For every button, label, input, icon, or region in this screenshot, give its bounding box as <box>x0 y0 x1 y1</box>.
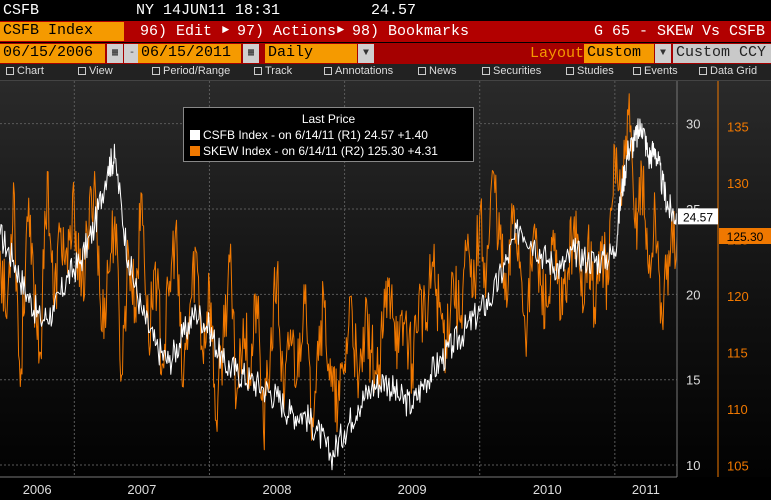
tool-news[interactable]: News <box>418 65 457 77</box>
legend-text-csfb: CSFB Index - on 6/14/11 (R1) 24.57 +1.40 <box>203 128 428 142</box>
tool-period-range[interactable]: Period/Range <box>152 65 230 77</box>
legend-text-skew: SKEW Index - on 6/14/11 (R2) 125.30 +4.3… <box>203 144 438 158</box>
layout-select[interactable]: Custom <box>584 44 654 63</box>
tool-view[interactable]: View <box>78 65 113 77</box>
tool-events[interactable]: Events <box>633 65 678 77</box>
last-price-marker-csfb <box>678 208 718 225</box>
r1-tick-label: 10 <box>686 458 700 473</box>
edit-menu[interactable]: 96) Edit <box>140 23 213 40</box>
r2-tick-label: 105 <box>727 459 749 474</box>
last-price-label-csfb: 24.57 <box>683 210 713 224</box>
view-icon <box>78 67 86 75</box>
legend-row-skew: SKEW Index - on 6/14/11 (R2) 125.30 +4.3… <box>190 144 438 158</box>
securities-icon <box>482 67 490 75</box>
studies-icon <box>566 67 574 75</box>
series-line-skew <box>0 93 678 451</box>
r2-tick-label: 135 <box>727 119 749 134</box>
chart-icon <box>6 67 14 75</box>
last-price-marker-skew <box>719 228 771 245</box>
status-line: CSFB NY 14JUN11 18:31 24.57 <box>0 0 771 21</box>
last-price-label-skew: 125.30 <box>727 230 764 244</box>
x-tick-label: 2008 <box>263 482 292 497</box>
r1-tick-label: 15 <box>686 373 700 388</box>
x-axis-band <box>0 477 771 500</box>
events-icon <box>633 67 641 75</box>
r2-tick-label: 130 <box>727 176 749 191</box>
chevron-right-icon: ► <box>222 23 230 37</box>
x-tick-label: 2006 <box>23 482 52 497</box>
x-tick-label: 2011 <box>632 482 660 497</box>
chevron-down-icon[interactable]: ▼ <box>358 44 374 63</box>
page-title: G 65 - SKEW Vs CSFB <box>593 23 765 40</box>
tool-track[interactable]: Track <box>254 65 292 77</box>
r1-tick-label: 20 <box>686 287 700 302</box>
security-field[interactable]: CSFB Index <box>0 22 124 41</box>
end-date-input[interactable]: 06/15/2011 <box>138 44 241 63</box>
news-icon <box>418 67 426 75</box>
chart-axes: 1015202530105110115120125130135200620072… <box>0 81 771 500</box>
currency-field[interactable]: Custom CCY <box>673 44 771 63</box>
tool-studies[interactable]: Studies <box>566 65 614 77</box>
r2-tick-label: 120 <box>727 289 749 304</box>
start-date-input[interactable]: 06/15/2006 <box>0 44 105 63</box>
tool-securities[interactable]: Securities <box>482 65 541 77</box>
legend-row-csfb: CSFB Index - on 6/14/11 (R1) 24.57 +1.40 <box>190 128 428 142</box>
data-grid-icon <box>699 67 707 75</box>
calendar-icon[interactable]: ▦ <box>107 44 123 63</box>
chart-legend[interactable]: Last Price CSFB Index - on 6/14/11 (R1) … <box>183 107 474 162</box>
range-dash-icon: - <box>124 44 140 63</box>
chevron-right-icon: ► <box>337 23 345 37</box>
legend-title: Last Price <box>301 112 356 126</box>
annotations-icon <box>324 67 332 75</box>
last-value: 24.57 <box>371 2 417 19</box>
x-tick-label: 2010 <box>533 482 562 497</box>
calendar-icon[interactable]: ▦ <box>243 44 259 63</box>
r1-tick-label: 30 <box>686 117 700 132</box>
tool-annotations[interactable]: Annotations <box>324 65 393 77</box>
r2-tick-label: 110 <box>727 402 748 417</box>
period-icon <box>152 67 160 75</box>
periodicity-select[interactable]: Daily <box>265 44 357 63</box>
legend-swatch-csfb <box>190 130 200 140</box>
series-line-csfb <box>0 118 678 471</box>
date-range-bar: 06/15/2006 ▦ - 06/15/2011 ▦ Daily ▼ Layo… <box>0 43 771 64</box>
actions-menu[interactable]: 97) Actions <box>237 23 337 40</box>
ticker-symbol: CSFB <box>3 2 40 19</box>
menu-bar: CSFB Index 96) Edit ► 97) Actions ► 98) … <box>0 21 771 42</box>
chart-series <box>0 93 678 471</box>
chart-toolbar: Chart View Period/Range Track Annotation… <box>0 64 771 81</box>
layout-label: Layout <box>530 45 585 62</box>
tool-data-grid[interactable]: Data Grid <box>699 65 757 77</box>
x-tick-label: 2009 <box>398 482 427 497</box>
chevron-down-icon[interactable]: ▼ <box>655 44 671 63</box>
r2-tick-label: 115 <box>727 346 748 361</box>
exchange-date-time: NY 14JUN11 18:31 <box>136 2 281 19</box>
x-tick-label: 2007 <box>127 482 156 497</box>
legend-swatch-skew <box>190 146 200 156</box>
bookmarks-menu[interactable]: 98) Bookmarks <box>352 23 470 40</box>
tool-chart[interactable]: Chart <box>6 65 44 77</box>
track-icon <box>254 67 262 75</box>
